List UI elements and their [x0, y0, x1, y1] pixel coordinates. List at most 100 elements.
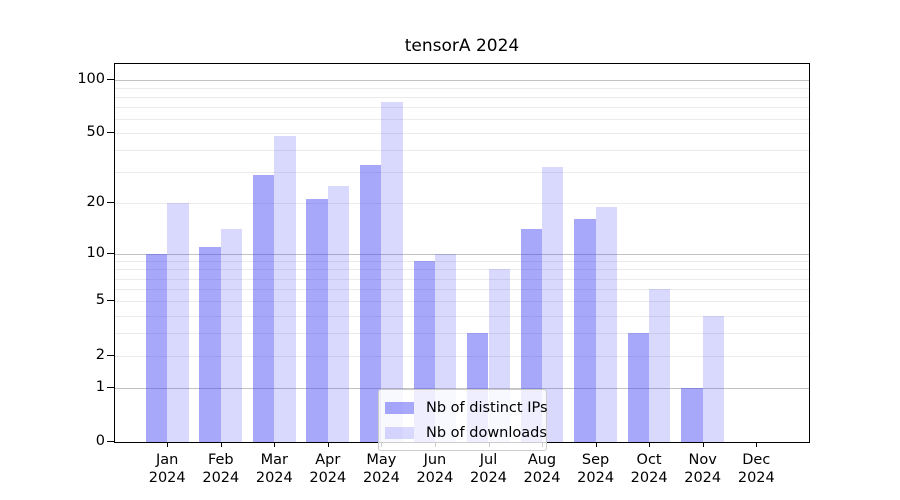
x-tick-year: 2024 — [362, 470, 400, 486]
gridline-y-60 — [115, 119, 809, 121]
x-tick-label-aug: Aug 2024 — [510, 451, 574, 487]
y-tick-label-20: 20 — [86, 193, 105, 210]
chart-title: tensorA 2024 — [404, 36, 520, 56]
bar-downloads-apr — [327, 186, 350, 442]
x-tick-label-nov: Nov 2024 — [671, 451, 735, 487]
x-tick-feb — [220, 443, 222, 447]
x-tick-month: Oct — [636, 452, 662, 468]
gridline-y-8 — [115, 269, 809, 271]
legend-label-distinct-ips: Nb of distinct IPs — [426, 399, 548, 416]
x-tick-year: 2024 — [202, 470, 240, 486]
x-tick-month: Aug — [527, 452, 557, 468]
gridline-y-100 — [115, 79, 809, 81]
x-tick-month: Nov — [688, 452, 717, 468]
legend-swatch-ips — [385, 401, 414, 414]
y-tick-label-0: 0 — [95, 433, 105, 449]
y-tick-20 — [107, 201, 114, 203]
x-tick-month: Jun — [423, 452, 447, 468]
legend-swatch-downloads — [385, 426, 414, 439]
x-tick-label-jan: Jan 2024 — [135, 451, 199, 487]
y-tick-label-2: 2 — [95, 346, 105, 363]
bar-downloads-oct — [649, 289, 671, 442]
gridline-y-90 — [115, 87, 809, 89]
bar-ips-oct — [627, 333, 650, 442]
y-tick-100 — [107, 78, 114, 80]
x-tick-year: 2024 — [577, 470, 615, 486]
gridline-y-40 — [115, 150, 809, 152]
bar-downloads-sep — [595, 206, 617, 442]
y-tick-5 — [107, 300, 114, 302]
bar-ips-nov — [681, 387, 703, 442]
x-tick-dec — [756, 443, 758, 447]
x-tick-apr — [327, 443, 329, 447]
bar-downloads-nov — [702, 315, 725, 442]
bar-downloads-mar — [274, 136, 296, 442]
x-tick-month: Jan — [156, 452, 179, 468]
bar-ips-jan — [145, 253, 168, 442]
x-tick-month: Dec — [742, 452, 771, 468]
y-tick-label-10: 10 — [86, 244, 105, 261]
legend-item-distinct-ips: Nb of distinct IPs — [385, 395, 548, 420]
bar-ips-mar — [252, 174, 275, 442]
bar-downloads-aug — [542, 167, 564, 442]
gridline-y-5 — [115, 301, 809, 303]
x-tick-month: Sep — [581, 452, 610, 468]
gridline-y-4 — [115, 315, 809, 317]
bar-downloads-jan — [167, 202, 189, 442]
gridline-y-20 — [115, 202, 809, 204]
x-tick-label-dec: Dec 2024 — [724, 451, 788, 487]
x-tick-year: 2024 — [416, 470, 454, 486]
gridline-y-3 — [115, 333, 809, 335]
bar-ips-aug — [520, 229, 542, 442]
x-tick-year: 2024 — [523, 470, 561, 486]
x-tick-year: 2024 — [630, 470, 668, 486]
x-tick-sep — [595, 443, 597, 447]
bar-downloads-feb — [220, 229, 243, 442]
x-tick-month: Apr — [315, 452, 341, 468]
x-tick-year: 2024 — [684, 470, 722, 486]
gridline-y-50 — [115, 133, 809, 135]
x-tick-label-jul: Jul 2024 — [457, 451, 521, 487]
x-tick-year: 2024 — [148, 470, 186, 486]
x-tick-oct — [649, 443, 651, 447]
y-tick-50 — [107, 132, 114, 134]
bar-ips-apr — [306, 199, 328, 442]
legend-label-downloads: Nb of downloads — [426, 424, 547, 441]
gridline-y-6 — [115, 289, 809, 291]
x-tick-month: Mar — [260, 452, 288, 468]
legend: Nb of distinct IPs Nb of downloads — [378, 389, 548, 451]
gridline-y-80 — [115, 96, 809, 98]
y-tick-0 — [107, 441, 114, 442]
x-tick-label-sep: Sep 2024 — [564, 451, 628, 487]
x-tick-label-apr: Apr 2024 — [296, 451, 360, 487]
x-tick-month: Jul — [479, 452, 498, 468]
x-tick-mar — [274, 443, 276, 447]
legend-item-downloads: Nb of downloads — [385, 420, 547, 445]
x-tick-year: 2024 — [737, 470, 775, 486]
x-tick-label-jun: Jun 2024 — [403, 451, 467, 487]
plot-area: Nb of distinct IPs Nb of downloads — [114, 63, 810, 451]
bar-downloads-may — [381, 101, 403, 442]
x-tick-jan — [167, 443, 169, 447]
x-tick-label-mar: Mar 2024 — [242, 451, 306, 487]
x-tick-label-oct: Oct 2024 — [617, 451, 681, 487]
gridline-y-7 — [115, 278, 809, 280]
x-tick-year: 2024 — [255, 470, 293, 486]
gridline-y-9 — [115, 261, 809, 263]
y-tick-label-100: 100 — [77, 70, 105, 87]
y-tick-10 — [107, 252, 114, 254]
y-tick-label-50: 50 — [86, 124, 105, 141]
bar-ips-sep — [574, 219, 596, 442]
y-tick-1 — [107, 386, 114, 388]
x-tick-label-may: May 2024 — [349, 451, 413, 487]
x-tick-year: 2024 — [470, 470, 507, 486]
x-tick-label-feb: Feb 2024 — [189, 451, 253, 487]
gridline-y-1 — [115, 387, 809, 389]
x-tick-month: May — [366, 452, 397, 468]
y-tick-2 — [107, 354, 114, 356]
y-tick-label-5: 5 — [95, 292, 105, 309]
bar-ips-feb — [199, 246, 221, 442]
gridline-y-2 — [115, 355, 809, 357]
gridline-y-10 — [115, 253, 809, 255]
